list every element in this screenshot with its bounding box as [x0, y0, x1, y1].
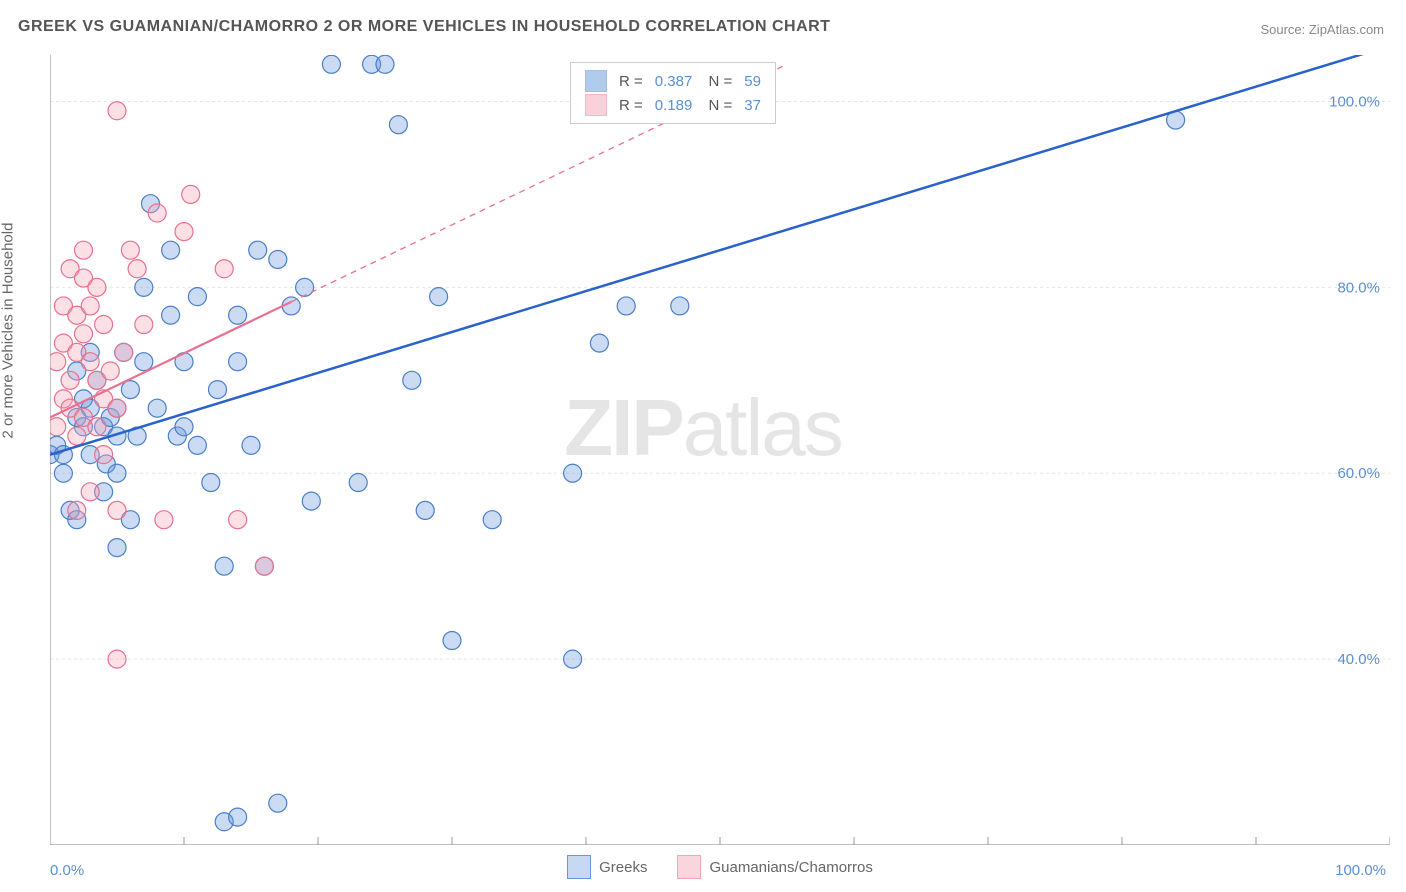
legend-item: Greeks: [567, 855, 647, 879]
y-axis-label: 2 or more Vehicles in Household: [0, 223, 17, 439]
source-attribution: Source: ZipAtlas.com: [1260, 22, 1384, 37]
stats-row: R =0.189 N =37: [585, 93, 761, 117]
svg-text:80.0%: 80.0%: [1337, 279, 1380, 296]
legend-item: Guamanians/Chamorros: [677, 855, 872, 879]
scatter-chart: 40.0% 60.0% 80.0% 100.0%: [50, 55, 1390, 845]
svg-text:60.0%: 60.0%: [1337, 465, 1380, 482]
chart-title: GREEK VS GUAMANIAN/CHAMORRO 2 OR MORE VE…: [18, 18, 830, 36]
stats-row: R =0.387 N =59: [585, 69, 761, 93]
svg-text:100.0%: 100.0%: [1329, 93, 1380, 110]
svg-text:40.0%: 40.0%: [1337, 651, 1380, 668]
bottom-legend: Greeks Guamanians/Chamorros: [50, 847, 1390, 887]
correlation-stats-box: R =0.387 N =59R =0.189 N =37: [570, 62, 776, 124]
